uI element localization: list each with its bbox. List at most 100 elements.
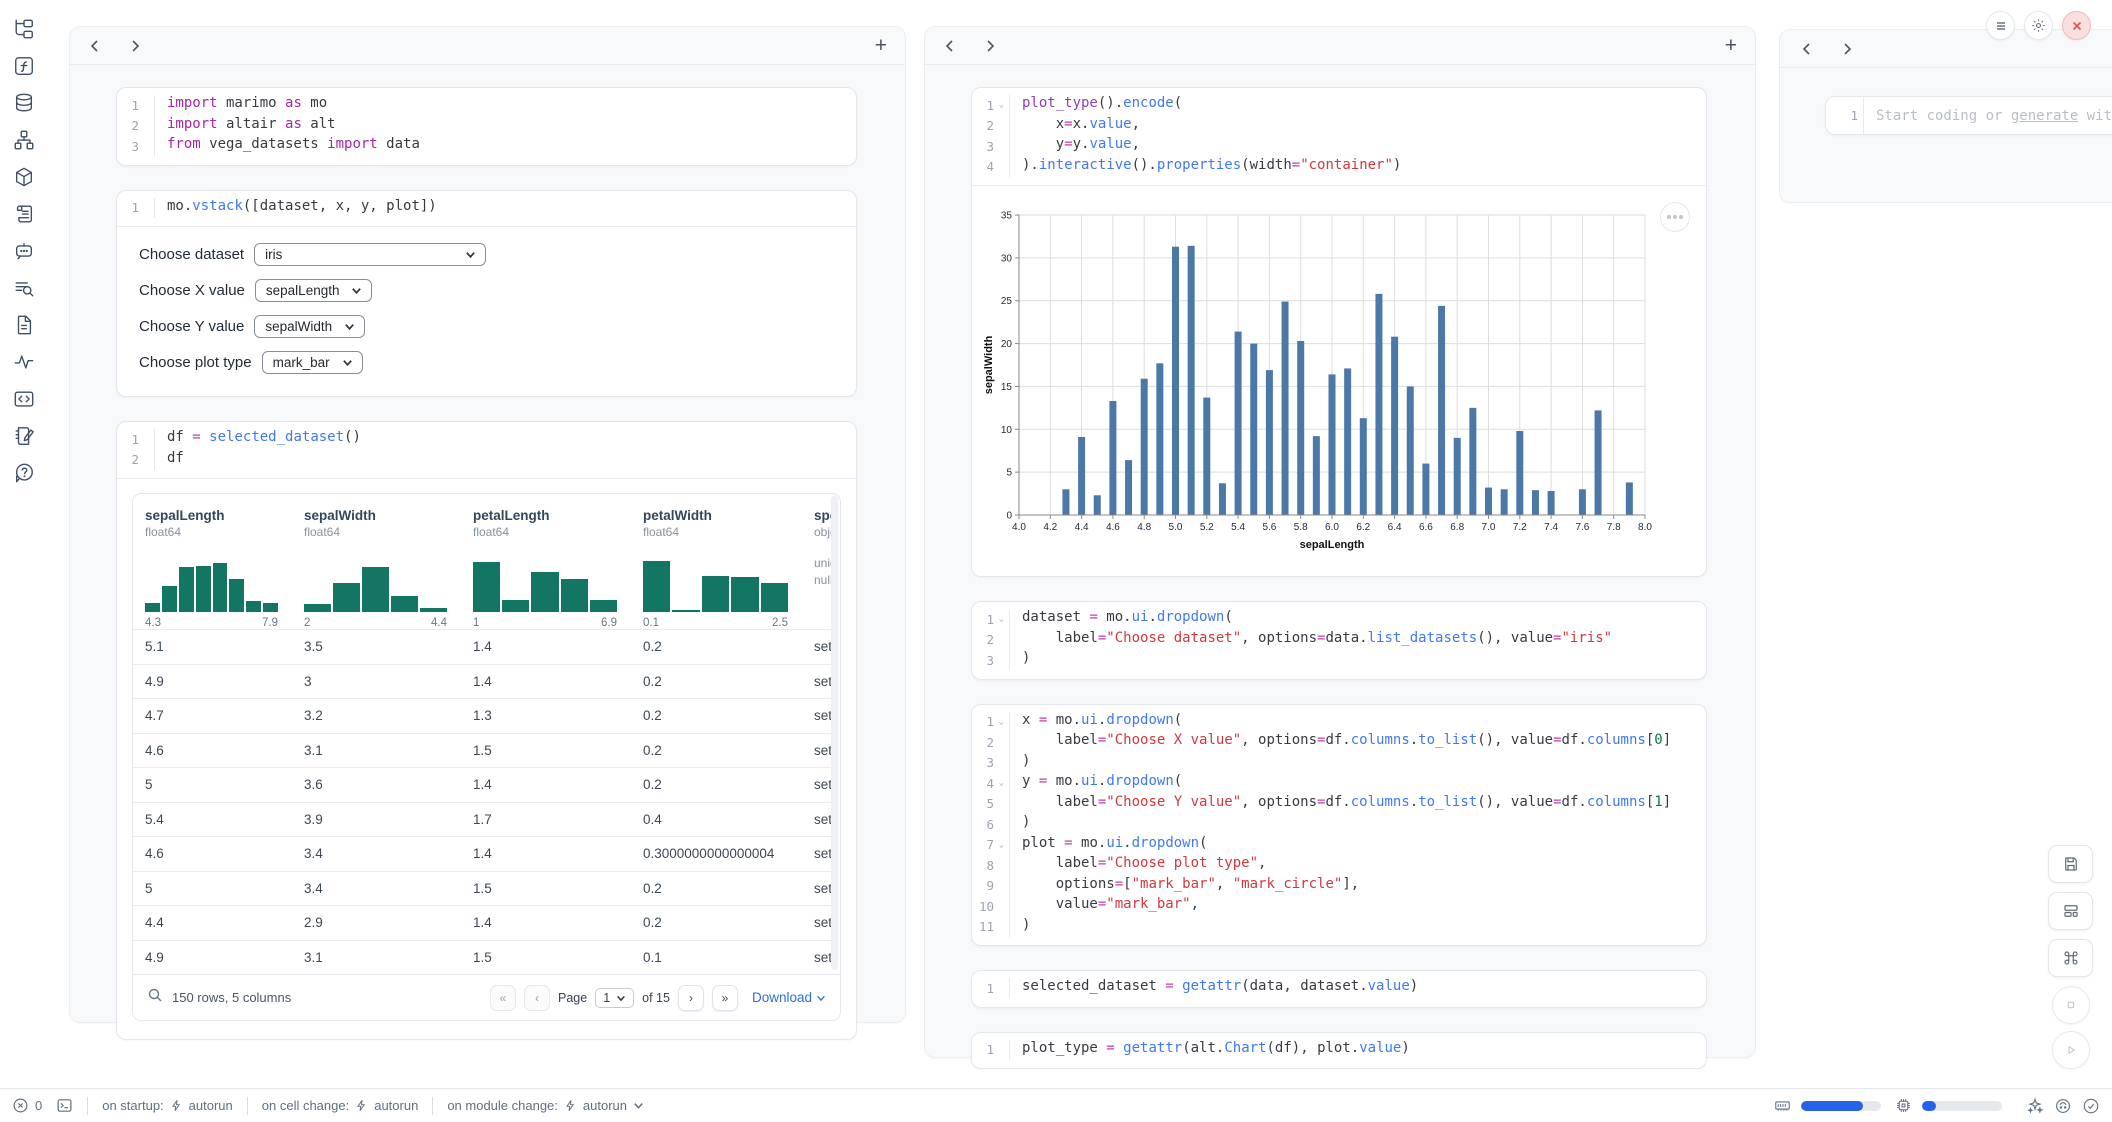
code-line[interactable]: 5 label="Choose Y value", options=df.col… xyxy=(972,794,1706,815)
run-button[interactable] xyxy=(2052,1031,2090,1069)
download-button[interactable]: Download xyxy=(752,990,826,1005)
stop-button[interactable] xyxy=(2052,986,2090,1024)
xy-plot-dropdowns-cell[interactable]: 1⌄x = mo.ui.dropdown(2 label="Choose X v… xyxy=(971,704,1707,947)
code-line[interactable]: 8 label="Choose plot type", xyxy=(972,855,1706,876)
help-icon[interactable] xyxy=(13,462,35,484)
snippets-icon[interactable] xyxy=(13,388,35,410)
keyboard-shortcuts-button[interactable] xyxy=(2048,939,2093,977)
code-placeholder[interactable]: Start coding or generate with xyxy=(1864,108,2112,124)
plot-cell[interactable]: 1⌄plot_type().encode(2 x=x.value,3 y=y.v… xyxy=(971,87,1707,577)
code-line[interactable]: 4).interactive().properties(width="conta… xyxy=(972,157,1706,178)
search-icon[interactable] xyxy=(147,987,163,1008)
code-line[interactable]: 2 label="Choose X value", options=df.col… xyxy=(972,732,1706,753)
logs-icon[interactable] xyxy=(13,203,35,225)
code-line[interactable]: 1df = selected_dataset() xyxy=(117,429,856,450)
code-line[interactable]: 1⌄dataset = mo.ui.dropdown( xyxy=(972,609,1706,630)
code-line[interactable]: 3) xyxy=(972,650,1706,671)
generate-link[interactable]: generate xyxy=(2011,108,2078,124)
gear-icon[interactable] xyxy=(2024,11,2053,40)
code-line[interactable]: 4⌄y = mo.ui.dropdown( xyxy=(972,773,1706,794)
chevron-left-icon[interactable] xyxy=(88,39,102,53)
vstack-cell[interactable]: 1mo.vstack([dataset, x, y, plot]) Choose… xyxy=(116,190,857,398)
code-line[interactable]: 10 value="mark_bar", xyxy=(972,896,1706,917)
next-page-button[interactable]: › xyxy=(678,985,704,1011)
functions-icon[interactable] xyxy=(13,55,35,77)
autorun-config-1[interactable]: on startup:autorun xyxy=(102,1098,233,1113)
table-scrollbar[interactable] xyxy=(831,496,838,970)
autorun-config-3[interactable]: on module change:autorun xyxy=(447,1098,644,1113)
table-row[interactable]: 4.93.11.50.1setosa xyxy=(133,940,838,975)
scratchpad-icon[interactable] xyxy=(13,425,35,447)
chevron-left-icon[interactable] xyxy=(1800,42,1814,56)
code-line[interactable]: 3) xyxy=(972,753,1706,774)
column-header-petalWidth[interactable]: petalWidthfloat640.12.5 xyxy=(631,508,802,629)
column-header-sepalWidth[interactable]: sepalWidthfloat6424.4 xyxy=(292,508,461,629)
plot-type-cell[interactable]: 1plot_type = getattr(alt.Chart(df), plot… xyxy=(971,1032,1707,1070)
chevron-left-icon[interactable] xyxy=(943,39,957,53)
chevron-right-icon[interactable] xyxy=(983,39,997,53)
column-header-petalLength[interactable]: petalLengthfloat6416.9 xyxy=(461,508,631,629)
dependency-graph-icon[interactable] xyxy=(13,129,35,151)
error-indicator[interactable]: 0 xyxy=(12,1097,42,1114)
dropdown-select[interactable]: sepalLength xyxy=(255,279,373,302)
code-line[interactable]: 11) xyxy=(972,917,1706,938)
code-line[interactable]: 2import altair as alt xyxy=(117,116,856,137)
empty-code-cell[interactable]: 1 Start coding or generate with xyxy=(1825,96,2112,135)
code-line[interactable]: 3 y=y.value, xyxy=(972,136,1706,157)
first-page-button[interactable]: « xyxy=(490,985,516,1011)
code-line[interactable]: 9 options=["mark_bar", "mark_circle"], xyxy=(972,876,1706,897)
chart-menu-button[interactable] xyxy=(1660,202,1690,232)
add-cell-button[interactable]: + xyxy=(875,35,887,56)
code-line[interactable]: 1⌄plot_type().encode( xyxy=(972,95,1706,116)
variables-search-icon[interactable] xyxy=(13,277,35,299)
last-page-button[interactable]: » xyxy=(712,985,738,1011)
table-row[interactable]: 4.63.11.50.2setosa xyxy=(133,733,838,768)
table-row[interactable]: 4.931.40.2setosa xyxy=(133,664,838,699)
dataframe-cell[interactable]: 1df = selected_dataset()2df sepalLengthf… xyxy=(116,421,857,1040)
table-row[interactable]: 53.61.40.2setosa xyxy=(133,767,838,802)
code-line[interactable]: 2 x=x.value, xyxy=(972,116,1706,137)
code-line[interactable]: 3from vega_datasets import data xyxy=(117,136,856,157)
table-row[interactable]: 4.73.21.30.2setosa xyxy=(133,698,838,733)
tracing-icon[interactable] xyxy=(13,351,35,373)
add-cell-button[interactable]: + xyxy=(1725,35,1737,56)
layout-button[interactable] xyxy=(2048,892,2093,930)
code-line[interactable]: 1mo.vstack([dataset, x, y, plot]) xyxy=(117,198,856,219)
code-line[interactable]: 1import marimo as mo xyxy=(117,95,856,116)
table-row[interactable]: 4.63.41.40.3000000000000004setosa xyxy=(133,836,838,871)
save-button[interactable] xyxy=(2048,845,2093,883)
packages-icon[interactable] xyxy=(13,166,35,188)
chevron-right-icon[interactable] xyxy=(1840,42,1854,56)
code-line[interactable]: 1plot_type = getattr(alt.Chart(df), plot… xyxy=(972,1040,1706,1061)
selected-dataset-cell[interactable]: 1selected_dataset = getattr(data, datase… xyxy=(971,970,1707,1008)
table-row[interactable]: 5.13.51.40.2setosa xyxy=(133,629,838,664)
code-line[interactable]: 1⌄x = mo.ui.dropdown( xyxy=(972,712,1706,733)
column-header-sepalLength[interactable]: sepalLengthfloat644.37.9 xyxy=(133,508,292,629)
page-select[interactable]: 1 xyxy=(595,988,634,1008)
dropdown-select[interactable]: iris xyxy=(254,243,486,266)
dropdown-select[interactable]: sepalWidth xyxy=(254,315,365,338)
close-icon[interactable] xyxy=(2062,11,2091,40)
code-line[interactable]: 2 label="Choose dataset", options=data.l… xyxy=(972,630,1706,651)
menu-icon[interactable] xyxy=(1986,11,2015,40)
table-row[interactable]: 53.41.50.2setosa xyxy=(133,871,838,906)
code-line[interactable]: 7⌄plot = mo.ui.dropdown( xyxy=(972,835,1706,856)
connection-status-icon[interactable] xyxy=(2082,1097,2100,1115)
code-line[interactable]: 2df xyxy=(117,450,856,471)
bar-chart[interactable]: 4.04.24.44.64.85.05.25.45.65.86.06.26.46… xyxy=(982,198,1682,566)
terminal-button[interactable] xyxy=(56,1097,73,1114)
documentation-icon[interactable] xyxy=(13,314,35,336)
datasources-icon[interactable] xyxy=(13,92,35,114)
code-line[interactable]: 6) xyxy=(972,814,1706,835)
dataset-dropdown-cell[interactable]: 1⌄dataset = mo.ui.dropdown(2 label="Choo… xyxy=(971,601,1707,680)
imports-cell[interactable]: 1import marimo as mo2import altair as al… xyxy=(116,87,857,166)
ai-sparkles-button[interactable] xyxy=(2026,1097,2044,1115)
assistant-button[interactable] xyxy=(2054,1097,2072,1115)
chat-icon[interactable] xyxy=(13,240,35,262)
prev-page-button[interactable]: ‹ xyxy=(524,985,550,1011)
autorun-config-2[interactable]: on cell change:autorun xyxy=(262,1098,419,1113)
file-explorer-icon[interactable] xyxy=(13,18,35,40)
table-row[interactable]: 5.43.91.70.4setosa xyxy=(133,802,838,837)
code-line[interactable]: 1selected_dataset = getattr(data, datase… xyxy=(972,978,1706,999)
dropdown-select[interactable]: mark_bar xyxy=(262,351,363,374)
